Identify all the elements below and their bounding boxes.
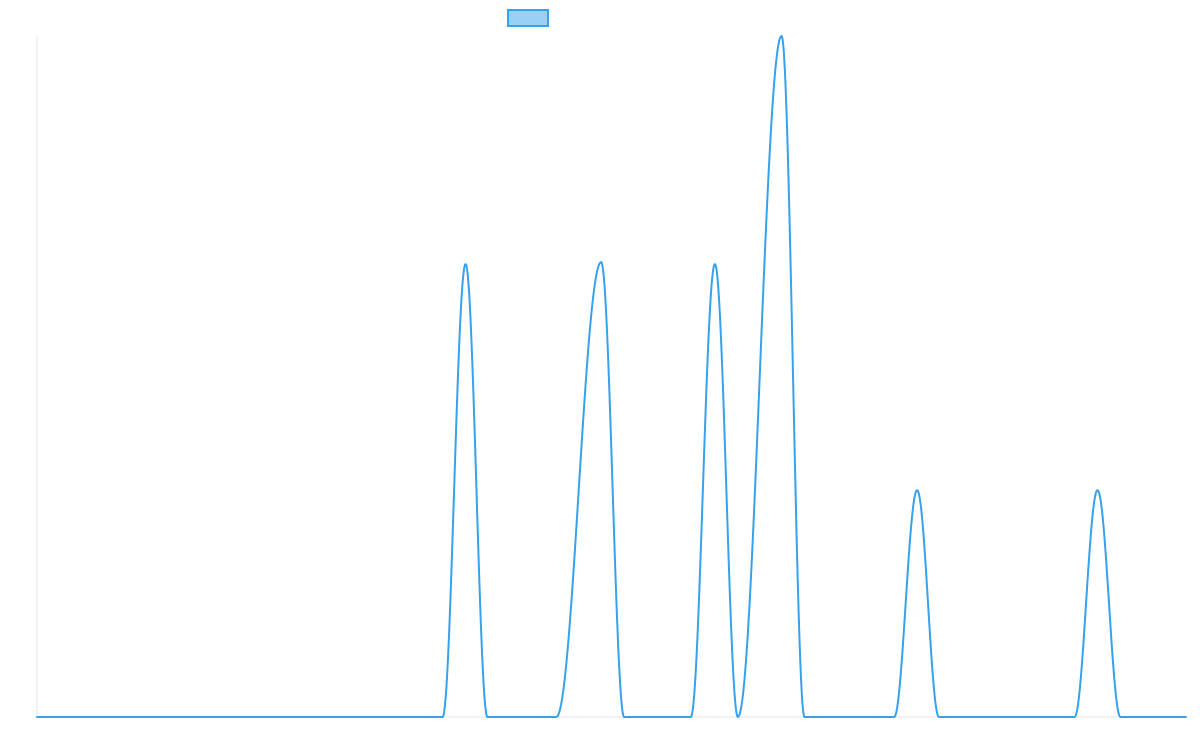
series-line[interactable] [36, 35, 1187, 718]
series-layer [36, 32, 1187, 718]
peak-point-2[interactable] [597, 258, 605, 266]
peak-point-1[interactable] [462, 260, 470, 268]
peak-point-5[interactable] [913, 486, 921, 494]
legend-swatch[interactable] [507, 9, 549, 27]
peak-point-6[interactable] [1094, 486, 1102, 494]
legend[interactable] [507, 9, 549, 27]
peak-point-3[interactable] [711, 260, 719, 268]
peak-point-4[interactable] [778, 32, 786, 40]
